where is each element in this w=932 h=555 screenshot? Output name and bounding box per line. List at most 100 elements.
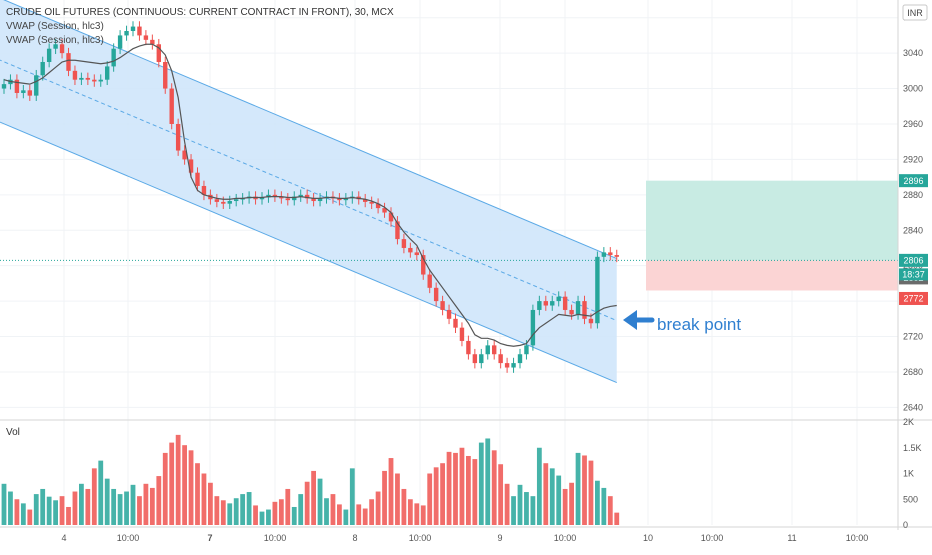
volume-bar bbox=[414, 503, 420, 525]
price-tick-label: 3040 bbox=[903, 48, 923, 58]
volume-bar bbox=[498, 464, 504, 525]
candle bbox=[21, 85, 26, 99]
volume-bar bbox=[395, 473, 400, 525]
volume-bar bbox=[511, 496, 516, 525]
volume-bar bbox=[543, 463, 549, 525]
volume-bar bbox=[614, 512, 620, 525]
candle-body bbox=[175, 123, 181, 151]
candle-body bbox=[201, 185, 207, 195]
candle bbox=[227, 195, 232, 209]
volume-bar bbox=[208, 482, 213, 525]
candle-body bbox=[124, 30, 129, 36]
indicator-legend-2[interactable]: VWAP (Session, hlc3) bbox=[6, 35, 104, 46]
volume-bar bbox=[472, 459, 478, 525]
annotation-arrow-head bbox=[623, 310, 637, 330]
volume-bar bbox=[317, 478, 323, 525]
volume-bar bbox=[517, 484, 523, 525]
volume-bar bbox=[369, 499, 375, 525]
candle-body bbox=[72, 70, 78, 80]
candle bbox=[156, 38, 161, 68]
candle bbox=[46, 43, 52, 68]
candle-body bbox=[182, 150, 187, 160]
candle bbox=[440, 295, 445, 316]
candle bbox=[601, 247, 607, 263]
candles[interactable] bbox=[1, 21, 619, 373]
candle-body bbox=[163, 61, 168, 89]
candle-body bbox=[414, 252, 419, 256]
candle-body bbox=[588, 318, 594, 324]
candle-body bbox=[511, 363, 516, 368]
candle bbox=[550, 295, 555, 311]
volume-bar bbox=[485, 438, 491, 525]
volume-bar bbox=[382, 470, 387, 525]
candle bbox=[279, 191, 284, 204]
candle bbox=[72, 65, 78, 86]
volume-bar bbox=[40, 488, 46, 525]
candle bbox=[292, 191, 297, 206]
currency-box[interactable] bbox=[902, 4, 928, 21]
candle bbox=[143, 30, 149, 46]
time-tick-label: 4 bbox=[61, 533, 66, 543]
candle-body bbox=[614, 255, 619, 257]
volume-bar bbox=[466, 455, 471, 525]
volume-bar bbox=[446, 451, 452, 525]
indicator-legend-1[interactable]: VWAP (Session, hlc3) bbox=[6, 21, 104, 32]
time-tick-label: 10 bbox=[643, 533, 653, 543]
volume-bar bbox=[85, 488, 91, 525]
volume-bar bbox=[1, 483, 7, 525]
volume-tick-label: 2K bbox=[903, 417, 914, 427]
candle bbox=[150, 34, 155, 50]
candle-body bbox=[556, 296, 561, 302]
volume-bar bbox=[195, 463, 200, 525]
volume-bar bbox=[149, 487, 155, 525]
price-tick-label: 2720 bbox=[903, 332, 923, 342]
candle-body bbox=[466, 340, 471, 355]
candle-body bbox=[575, 301, 581, 315]
volume-bar bbox=[440, 463, 445, 525]
target-zone bbox=[646, 180, 898, 261]
candle-body bbox=[137, 26, 142, 36]
candle bbox=[53, 38, 58, 55]
price-tag-label: 2896 bbox=[903, 176, 923, 186]
candle-body bbox=[298, 194, 303, 197]
volume-bar bbox=[407, 499, 413, 525]
candle-body bbox=[446, 309, 452, 319]
time-tick-label: 9 bbox=[497, 533, 502, 543]
volume-bar bbox=[66, 506, 71, 525]
candle-body bbox=[537, 301, 542, 310]
candle-body bbox=[388, 212, 394, 222]
volume-bar bbox=[491, 450, 497, 525]
candle bbox=[511, 357, 516, 373]
candle-body bbox=[530, 309, 536, 346]
candle-body bbox=[234, 199, 239, 202]
volume-bar bbox=[33, 494, 39, 525]
volume-bar bbox=[91, 468, 97, 525]
candle-body bbox=[40, 61, 45, 76]
volume-bar bbox=[536, 447, 542, 525]
candle bbox=[285, 193, 290, 206]
candle bbox=[537, 295, 542, 316]
candle bbox=[175, 118, 181, 156]
candle bbox=[117, 30, 123, 55]
volume-bar bbox=[46, 496, 52, 525]
volume-bar bbox=[233, 498, 239, 525]
volume-bar bbox=[130, 484, 136, 525]
candle-body bbox=[98, 79, 103, 82]
candle bbox=[34, 69, 39, 101]
candle bbox=[195, 167, 200, 192]
candle bbox=[575, 295, 581, 320]
volume-bar bbox=[575, 452, 581, 525]
candle bbox=[363, 193, 368, 208]
candle bbox=[582, 295, 587, 325]
candle-body bbox=[408, 247, 413, 253]
candle bbox=[272, 189, 278, 202]
volume-bar bbox=[504, 483, 510, 525]
candle-body bbox=[1, 84, 7, 89]
candle-body bbox=[369, 201, 374, 204]
countdown-label: 18:37 bbox=[902, 269, 925, 279]
candle bbox=[595, 251, 600, 329]
volume-bar bbox=[420, 505, 426, 525]
price-tag-box bbox=[899, 174, 928, 188]
